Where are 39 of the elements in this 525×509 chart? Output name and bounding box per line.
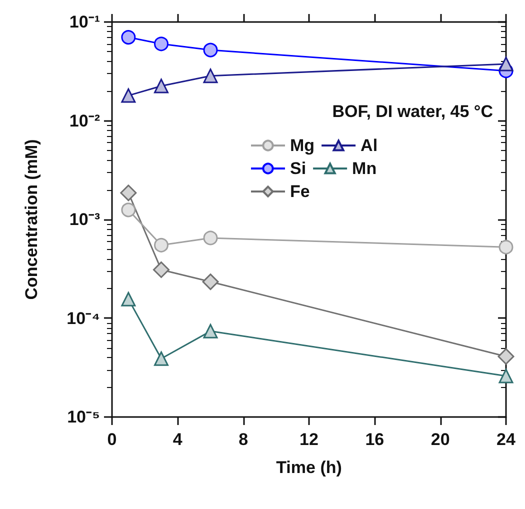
point	[154, 78, 168, 94]
point	[203, 230, 218, 246]
x-tick-label: 20	[430, 430, 450, 449]
point	[498, 368, 514, 384]
point	[120, 184, 137, 202]
legend-label: Fe	[290, 182, 310, 201]
x-tick-label: 4	[172, 430, 183, 449]
point	[498, 348, 514, 365]
legend-label: Mg	[290, 136, 315, 155]
point	[153, 261, 170, 278]
y-tick-label: 10⁻⁵	[67, 408, 100, 426]
point	[202, 274, 219, 290]
point	[498, 240, 514, 254]
point	[154, 351, 168, 366]
x-tick-label: 12	[300, 430, 318, 449]
point	[203, 324, 218, 338]
y-tick-label: 10⁻²	[69, 111, 100, 130]
y-tick-label: 10⁻¹	[69, 12, 100, 32]
point	[154, 238, 168, 252]
point	[154, 36, 168, 52]
legend-label: Al	[360, 136, 378, 155]
point	[498, 56, 514, 72]
x-tick-label: 0	[107, 430, 117, 449]
point	[121, 88, 136, 103]
legend-label: Mn	[352, 159, 377, 178]
point	[203, 68, 218, 84]
y-tick-label: 10⁻⁴	[66, 308, 100, 328]
point	[203, 42, 218, 58]
point	[121, 292, 136, 306]
x-tick-label: 8	[238, 430, 248, 449]
legend-title: BOF, DI water, 45 °C	[332, 102, 493, 121]
y-tick-label: 10⁻³	[69, 210, 100, 229]
x-tick-label: 16	[365, 430, 384, 449]
point	[121, 30, 136, 45]
x-axis-title: Time (h)	[276, 458, 342, 477]
legend-label: Si	[290, 159, 306, 178]
x-tick-label: 24	[496, 430, 516, 449]
point	[121, 202, 136, 218]
y-axis-title: Concentration (mM)	[22, 139, 41, 300]
